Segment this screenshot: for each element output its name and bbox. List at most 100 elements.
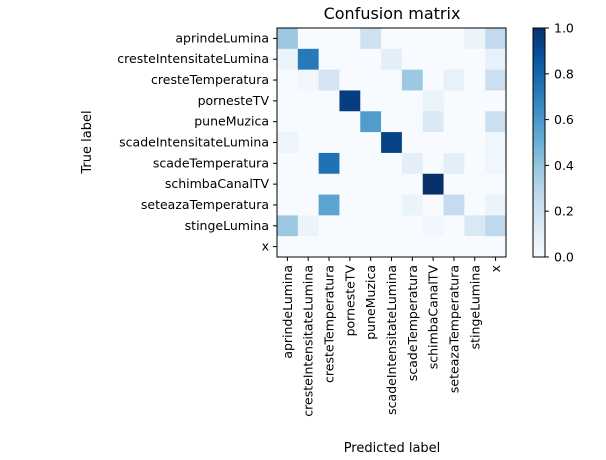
heatmap-cell [401,152,424,175]
heatmap-cell [360,111,382,133]
heatmap-cell [443,28,465,50]
colorbar-tick-label: 0.8 [554,66,574,81]
heatmap-cell [485,132,507,154]
heatmap-cell [381,111,403,133]
colorbar-tick-label: 1.0 [554,21,574,36]
heatmap-cell [318,28,340,50]
heatmap-cell [485,173,507,195]
heatmap-cell [443,152,465,175]
heatmap-cell [339,132,361,154]
heatmap-cell [297,111,320,133]
heatmap-cell [360,173,382,195]
heatmap-cell [360,215,382,237]
heatmap-cell [401,28,424,50]
heatmap-cell [485,48,507,71]
heatmap-cell [464,48,486,71]
heatmap-cell [422,48,444,71]
y-tick-label: puneMuzica [194,114,269,129]
heatmap-cell [277,236,299,258]
heatmap-cell [485,194,507,216]
y-tick-label: schimbaCanalTV [165,176,270,191]
heatmap-cell [297,48,320,71]
x-tick-label: x [488,265,503,272]
colorbar-tick-label: 0.2 [554,204,574,219]
heatmap-cell [339,236,361,258]
heatmap-cell [318,111,340,133]
heatmap-cell [464,132,486,154]
heatmap-cell [422,132,444,154]
heatmap-cell [277,152,299,175]
y-axis-label: True label [80,110,95,174]
heatmap-cell [443,48,465,71]
heatmap-cell [485,28,507,50]
heatmap-cell [297,215,320,237]
heatmap-cell [318,48,340,71]
heatmap-cell [277,69,299,91]
heatmap-cell [401,236,424,258]
heatmap-cell [277,173,299,195]
heatmap-cell [422,111,444,133]
y-tick-label: pornesteTV [198,93,270,108]
heatmap-cell [381,132,403,154]
heatmap-cell [360,194,382,216]
heatmap-cell [485,90,507,112]
heatmap-cell [464,69,486,91]
heatmap-cell [277,215,299,237]
y-tick-label: aprindeLumina [175,30,269,45]
colorbar-ticks: 0.0 0.2 0.4 0.6 0.8 1.0 [545,21,574,265]
heatmap-cell [401,90,424,112]
heatmap-cell [339,90,361,112]
heatmap-cell [339,28,361,50]
x-tick-label: stingeLumina [467,265,482,349]
heatmap-cell [297,90,320,112]
heatmap-cell [381,236,403,258]
x-axis-ticks: aprindeLumina cresteIntensitateLumina cres… [280,257,503,417]
y-tick-label: x [262,239,269,254]
x-tick-label: scadeIntensitateLumina [384,265,399,415]
heatmap-cell [401,173,424,195]
heatmap-cell [297,28,320,50]
heatmap-cell [318,152,340,175]
heatmap-cell [422,28,444,50]
y-tick-label: scadeTemperatura [153,155,269,170]
heatmap-cell [443,215,465,237]
heatmap-cell [297,152,320,175]
heatmap-cell [381,173,403,195]
colorbar-tick-label: 0.6 [554,112,574,127]
heatmap-cell [443,236,465,258]
heatmap-cell [297,132,320,154]
heatmap-cell [381,152,403,175]
heatmap-cells [277,28,507,258]
x-tick-label: cresteIntensitateLumina [301,265,316,417]
heatmap-cell [339,48,361,71]
x-tick-label: scadeTemperatura [405,265,420,381]
heatmap-cell [318,236,340,258]
heatmap-cell [422,152,444,175]
heatmap-cell [381,194,403,216]
heatmap-cell [297,173,320,195]
heatmap-cell [464,111,486,133]
heatmap-cell [381,69,403,91]
y-tick-label: seteazaTemperatura [141,197,269,212]
heatmap-cell [401,194,424,216]
y-tick-label: cresteTemperatura [151,72,269,87]
heatmap-cell [422,173,444,195]
heatmap-cell [360,236,382,258]
heatmap-cell [443,194,465,216]
heatmap-cell [401,111,424,133]
x-tick-label: cresteTemperatura [322,265,337,383]
heatmap-cell [318,194,340,216]
heatmap-cell [277,111,299,133]
heatmap-cell [318,132,340,154]
heatmap-cell [464,90,486,112]
heatmap-cell [464,194,486,216]
heatmap-cell [381,215,403,237]
heatmap-cell [381,48,403,71]
heatmap-cell [401,132,424,154]
colorbar-tick-label: 0.4 [554,158,574,173]
heatmap-cell [360,132,382,154]
heatmap-cell [422,215,444,237]
heatmap-cell [422,236,444,258]
heatmap-cell [485,111,507,133]
